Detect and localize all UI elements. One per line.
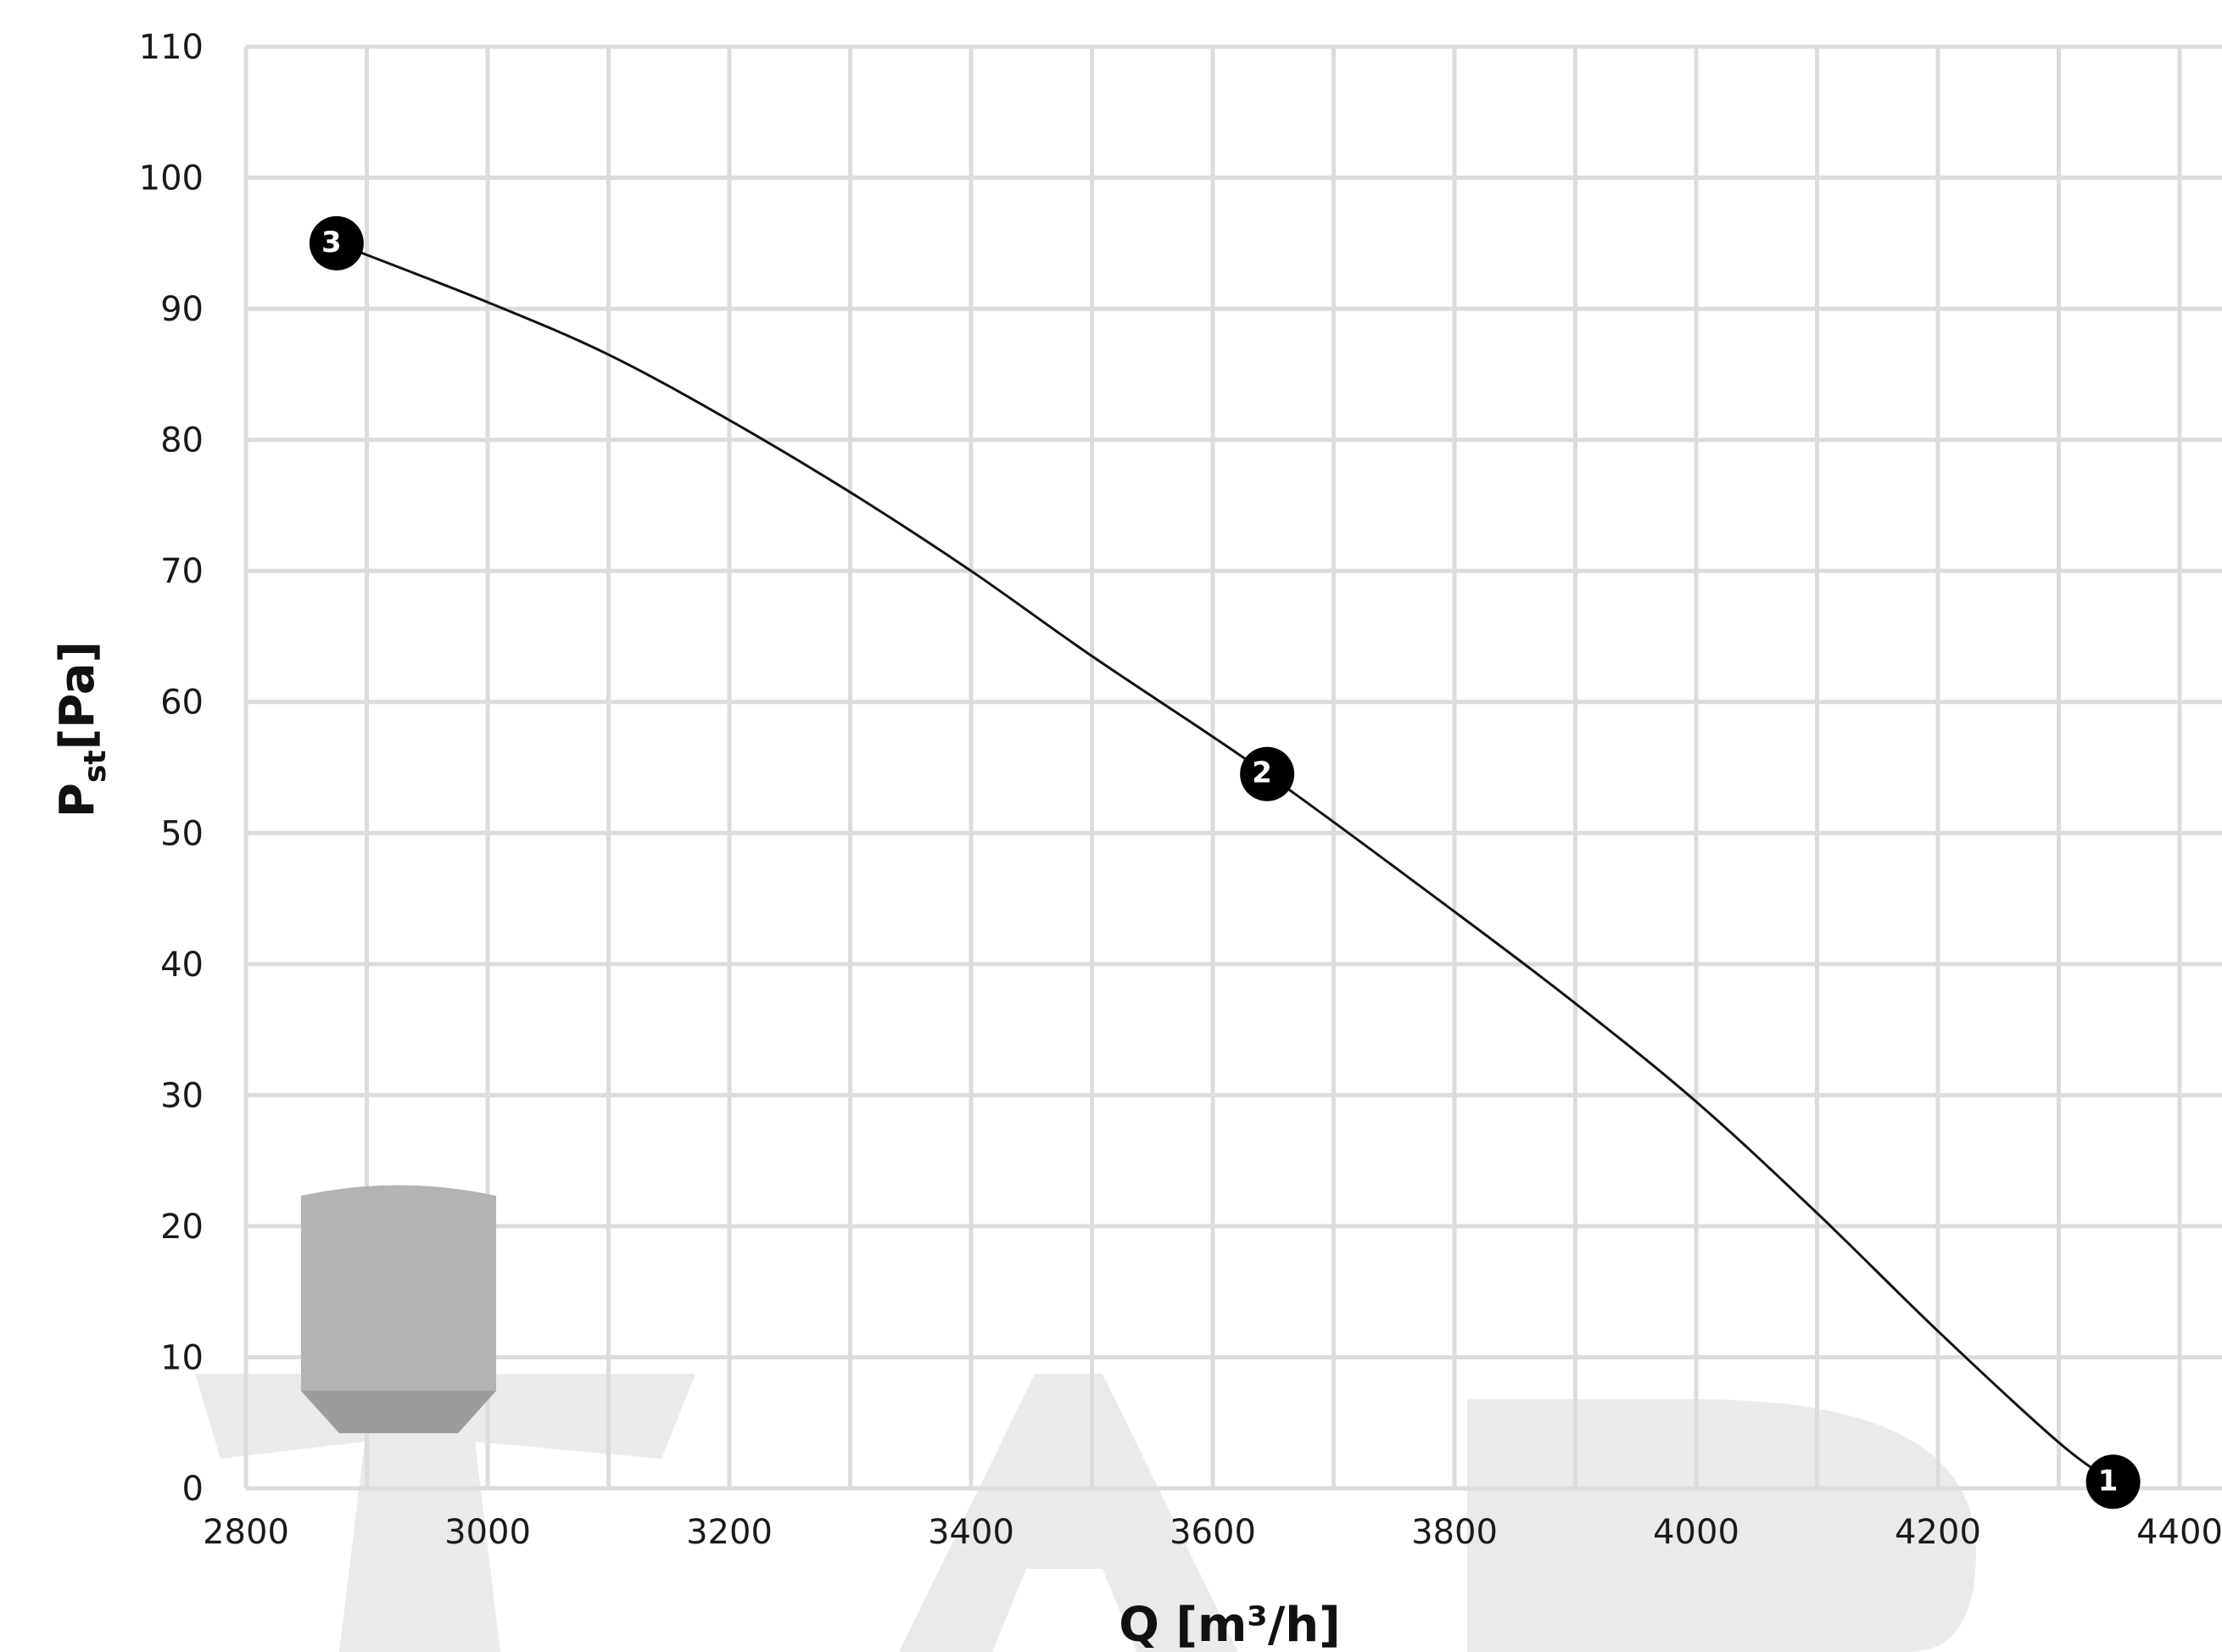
point-label: 1: [2098, 1464, 2119, 1498]
point-marker: [1240, 746, 1295, 801]
curve-layer: [336, 242, 2114, 1483]
fan-icon: [301, 1185, 496, 1433]
y-axis-title: Pst[Pa]: [50, 641, 113, 818]
y-axis-title-main: P: [50, 783, 105, 818]
x-tick-label: 3800: [1411, 1513, 1498, 1552]
operating-point-1: 1: [2085, 1454, 2141, 1510]
x-tick-label: 2800: [203, 1513, 289, 1552]
watermark: [195, 1374, 1976, 1652]
y-tick-label: 80: [160, 421, 204, 460]
x-tick-label: 3200: [686, 1513, 773, 1552]
x-tick-label: 3600: [1170, 1513, 1256, 1552]
x-axis-ticks: 2800 3000 3200 3400 3600 3800 4000 4200 4400: [203, 1513, 2222, 1552]
grid: [243, 44, 2222, 1491]
x-tick-label: 4400: [2136, 1513, 2222, 1552]
operating-points: 1 2 3: [309, 215, 2141, 1510]
x-tick-label: 4000: [1653, 1513, 1739, 1552]
operating-point-2: 2: [1240, 746, 1295, 801]
y-tick-label: 70: [160, 552, 204, 591]
point-label: 2: [1252, 756, 1272, 790]
x-tick-label: 4200: [1895, 1513, 1981, 1552]
y-tick-label: 0: [182, 1470, 204, 1509]
x-axis-title: Q [m³/h]: [1119, 1598, 1341, 1652]
y-tick-label: 20: [160, 1208, 204, 1247]
y-tick-label: 60: [160, 684, 204, 723]
fan-curve-line: [336, 242, 2114, 1483]
y-tick-label: 10: [160, 1338, 204, 1377]
y-tick-label: 90: [160, 290, 204, 329]
operating-point-3: 3: [309, 215, 364, 271]
y-tick-label: 50: [160, 814, 204, 853]
y-tick-label: 40: [160, 946, 204, 985]
y-axis-ticks: 0 10 20 30 40 50 60 70 80 90 100 110: [139, 28, 204, 1509]
point-label: 3: [321, 226, 342, 260]
y-axis-title-sub: st: [78, 750, 113, 783]
y-tick-label: 100: [139, 159, 204, 198]
y-axis-title-unit: [Pa]: [50, 641, 105, 751]
point-marker: [2085, 1454, 2141, 1510]
y-tick-label: 30: [160, 1076, 204, 1115]
point-marker: [309, 215, 364, 271]
x-tick-label: 3000: [444, 1513, 531, 1552]
x-tick-label: 3400: [928, 1513, 1014, 1552]
y-tick-label: 110: [139, 28, 204, 67]
